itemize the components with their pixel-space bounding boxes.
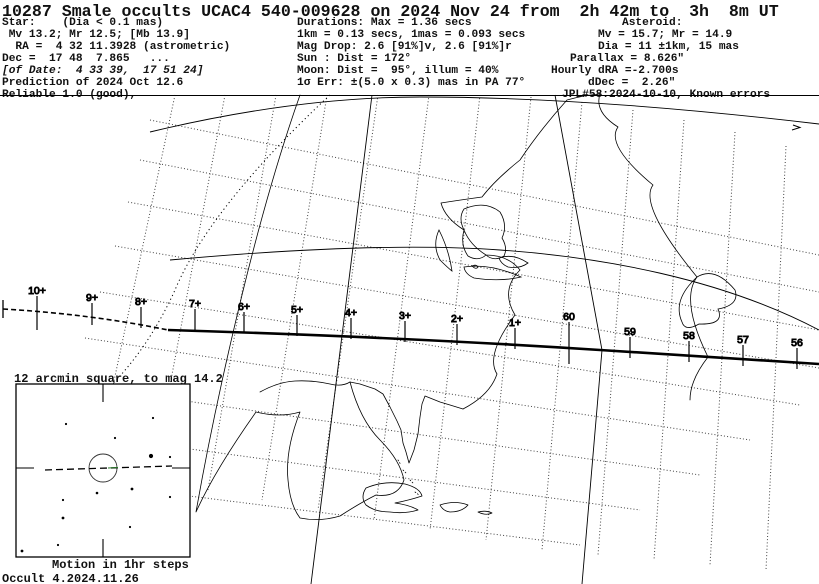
- svg-text:8+: 8+: [135, 296, 147, 308]
- svg-text:56: 56: [791, 337, 803, 349]
- svg-text:7+: 7+: [189, 298, 201, 310]
- svg-text:59: 59: [624, 326, 636, 338]
- svg-text:57: 57: [737, 334, 749, 346]
- svg-text:3+: 3+: [399, 310, 411, 322]
- svg-text:6+: 6+: [238, 301, 250, 313]
- svg-text:4+: 4+: [345, 307, 357, 319]
- svg-text:60: 60: [563, 311, 575, 323]
- svg-text:10+: 10+: [28, 285, 46, 297]
- svg-text:9+: 9+: [86, 292, 98, 304]
- svg-text:58: 58: [683, 330, 695, 342]
- svg-text:1+: 1+: [509, 317, 521, 329]
- svg-text:5+: 5+: [291, 304, 303, 316]
- svg-text:2+: 2+: [451, 313, 463, 325]
